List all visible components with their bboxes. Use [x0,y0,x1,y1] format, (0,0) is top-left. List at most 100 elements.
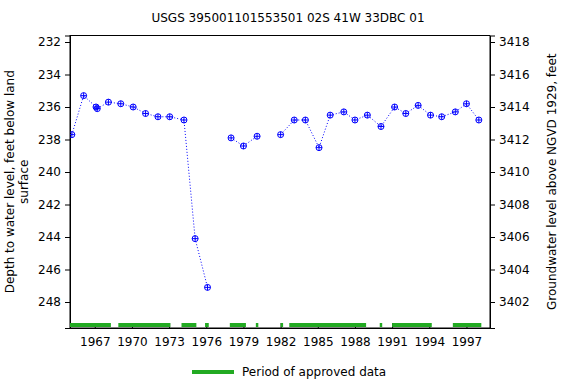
y-axis-tick-label: 232 [38,35,61,49]
y2-axis-tick-mark [490,270,495,271]
y2-axis-tick: 3406 [490,230,530,244]
data-point [364,112,370,118]
marker-circle [341,109,347,115]
y-axis-tick-mark [65,237,70,238]
marker-plus [378,124,384,130]
y2-axis-tick-label: 3402 [499,295,530,309]
y2-axis-tick: 3408 [490,198,530,212]
y-axis-tick: 242 [38,198,70,212]
marker-plus [105,99,111,105]
y-axis-tick: 234 [38,68,70,82]
data-point [254,133,260,139]
marker-circle [428,112,434,118]
y-axis: 232234236238240242244246248 [38,35,70,328]
y-axis-title: Depth to water level, feet below landsur… [3,70,31,293]
marker-circle [118,101,124,107]
marker-circle [94,106,100,112]
x-axis-tick-label: 1973 [154,335,185,349]
plot-frame [70,36,490,329]
marker-circle [439,114,445,120]
x-axis-tick-label: 1991 [377,335,408,349]
y2-axis: 341834163414341234103408340634043402 [490,35,530,328]
approved-period [453,323,481,327]
y2-axis-tick-label: 3410 [499,165,530,179]
approved-period [256,323,258,327]
marker-plus [403,111,409,117]
marker-circle [192,236,198,242]
x-axis-tick-label: 1994 [415,335,446,349]
marker-plus [181,117,187,123]
approved-period [70,323,111,327]
y-axis-tick-mark [65,75,70,76]
marker-circle [352,117,358,123]
data-point [94,106,100,112]
x-axis: 1967197019731976197919821985198819911994… [71,323,491,349]
y-axis-tick: 240 [38,165,70,179]
marker-plus [352,117,358,123]
data-point [240,143,246,149]
x-axis-tick-label: 1979 [229,335,260,349]
data-point [378,124,384,130]
data-point [302,117,308,123]
legend-label: Period of approved data [242,365,386,379]
marker-plus [463,101,469,107]
marker-plus [240,143,246,149]
data-point [167,114,173,120]
marker-plus [167,114,173,120]
data-point [81,93,87,99]
marker-plus [439,114,445,120]
marker-circle [316,145,322,151]
marker-plus [291,117,297,123]
x-axis-tick-label: 1997 [452,335,483,349]
marker-circle [81,93,87,99]
data-point [428,112,434,118]
marker-plus [302,117,308,123]
marker-plus [155,114,161,120]
x-axis-tick-label: 1967 [80,335,111,349]
data-point [155,114,161,120]
y2-axis-title: Groundwater level above NGVD 1929, feet [545,53,559,310]
data-point [143,111,149,117]
data-point [192,236,198,242]
y2-axis-tick-label: 3404 [499,263,530,277]
marker-circle [415,102,421,108]
y-axis-tick-mark [65,107,70,108]
chart: USGS 395001101553501 02S 41W 33DBC 01196… [0,0,576,384]
y-axis-line [65,36,71,329]
marker-circle [463,101,469,107]
marker-plus [205,284,211,290]
y-axis-tick-label: 240 [38,165,61,179]
data-point [341,109,347,115]
data-point [352,117,358,123]
y2-axis-tick-label: 3406 [499,230,530,244]
series-line [72,96,479,288]
y2-axis-tick: 3414 [490,100,530,114]
y-axis-title-line: Depth to water level, feet below land [3,70,17,293]
y-axis-tick: 246 [38,263,70,277]
marker-circle [327,112,333,118]
y2-axis-tick: 3410 [490,165,530,179]
data-point [452,109,458,115]
marker-circle [403,111,409,117]
marker-plus [81,93,87,99]
marker-circle [240,143,246,149]
y2-axis-tick-mark [490,172,495,173]
marker-circle [254,133,260,139]
data-point [316,145,322,151]
x-axis-tick-label: 1970 [117,335,148,349]
approved-period [392,323,432,327]
approved-period [230,323,246,327]
marker-plus [94,106,100,112]
y2-axis-tick-mark [490,107,495,108]
y2-axis-tick-mark [490,140,495,141]
x-axis-tick-label: 1985 [303,335,334,349]
marker-circle [378,124,384,130]
marker-circle [452,109,458,115]
data-point [291,117,297,123]
y2-axis-tick-label: 3412 [499,133,530,147]
data-point [205,284,211,290]
approved-period [182,323,197,327]
x-axis-tick: 1979 [229,323,260,349]
x-axis-tick-label: 1982 [266,335,297,349]
y-axis-tick: 236 [38,100,70,114]
